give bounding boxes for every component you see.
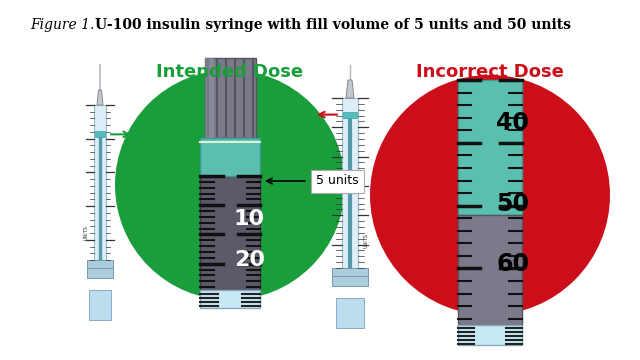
Bar bbox=[200, 176, 260, 290]
Text: UNITS: UNITS bbox=[364, 233, 369, 248]
Bar bbox=[205, 58, 214, 138]
Bar bbox=[332, 268, 367, 276]
Text: 50: 50 bbox=[496, 192, 529, 216]
Bar bbox=[89, 290, 111, 320]
Text: U-100 insulin syringe with fill volume of 5 units and 50 units: U-100 insulin syringe with fill volume o… bbox=[95, 18, 571, 32]
Bar bbox=[342, 98, 358, 268]
Text: UNITS: UNITS bbox=[83, 225, 88, 240]
Bar bbox=[94, 105, 106, 260]
Text: 20: 20 bbox=[234, 250, 265, 270]
Circle shape bbox=[370, 75, 610, 315]
Text: 10: 10 bbox=[234, 209, 265, 229]
Bar bbox=[95, 131, 105, 138]
Text: Intended Dose: Intended Dose bbox=[156, 63, 303, 81]
Bar bbox=[87, 268, 113, 278]
Text: 60: 60 bbox=[496, 252, 529, 276]
Bar bbox=[87, 260, 113, 268]
Text: 40: 40 bbox=[496, 111, 529, 135]
Bar bbox=[335, 298, 364, 328]
Text: 5 units: 5 units bbox=[316, 175, 358, 188]
Polygon shape bbox=[346, 80, 354, 98]
Bar bbox=[458, 215, 522, 325]
Circle shape bbox=[115, 70, 345, 300]
Bar bbox=[205, 58, 255, 138]
Text: Figure 1.: Figure 1. bbox=[30, 18, 99, 32]
Bar bbox=[200, 290, 260, 308]
Bar bbox=[343, 112, 357, 118]
Bar bbox=[458, 80, 522, 215]
Bar bbox=[458, 325, 522, 345]
Bar bbox=[200, 138, 260, 176]
Polygon shape bbox=[97, 90, 103, 105]
Bar bbox=[332, 276, 367, 286]
Text: Incorrect Dose: Incorrect Dose bbox=[416, 63, 564, 81]
